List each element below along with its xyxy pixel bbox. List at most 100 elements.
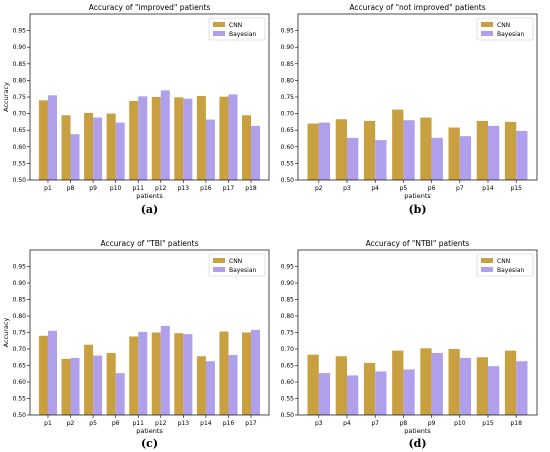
x-axis-label: patients [404, 192, 431, 200]
x-tick-label: p7 [371, 420, 379, 427]
bar-cnn-p14 [476, 120, 489, 180]
bar-bayesian-p10 [459, 357, 472, 415]
x-tick-label: p12 [155, 185, 167, 192]
bar-cnn-p9 [420, 348, 432, 415]
y-tick-label: 0.50 [281, 177, 295, 184]
bar-bayesian-p15 [516, 130, 528, 180]
y-tick-label: 0.95 [13, 264, 27, 271]
bar-cnn-p12 [151, 97, 161, 180]
x-tick-label: p14 [200, 420, 212, 427]
bar-cnn-p4 [335, 356, 347, 415]
bar-cnn-p13 [174, 97, 184, 180]
bar-cnn-p2 [307, 123, 319, 180]
bar-bayesian-p7 [375, 371, 387, 415]
y-tick-label: 0.65 [281, 127, 295, 134]
chart-panel-1: Accuracy of "improved" patients 0.50 0.55 0… [2, 3, 270, 216]
y-axis-label: Accuracy [2, 318, 10, 348]
legend-swatch-cnn [481, 22, 493, 27]
y-tick-label: 0.50 [13, 177, 27, 184]
x-tick-label: p3 [343, 185, 351, 192]
bar-cnn-p18 [504, 350, 517, 415]
x-tick-label: p11 [132, 420, 144, 427]
bar-bayesian-p6 [115, 373, 125, 415]
y-tick-label: 0.55 [281, 396, 295, 403]
bar-bayesian-p9 [93, 117, 103, 180]
chart-panel-2: Accuracy of "not improved" patients 0.50 0… [281, 3, 538, 216]
x-tick-label: p4 [371, 185, 379, 192]
x-tick-label: p10 [110, 185, 122, 192]
x-tick-label: p6 [428, 185, 436, 192]
x-tick-label: p2 [315, 185, 323, 192]
bar-cnn-p15 [504, 121, 517, 180]
bar-bayesian-p13 [183, 98, 193, 180]
y-tick-label: 0.55 [13, 396, 27, 403]
legend: CNN Bayesian [476, 17, 534, 41]
y-tick-label: 0.60 [281, 144, 295, 151]
bar-bayesian-p4 [346, 375, 359, 415]
bar-cnn-p14 [196, 356, 206, 415]
bar-bayesian-p3 [318, 373, 331, 415]
x-tick-label: p8 [400, 420, 408, 427]
bar-cnn-p16 [196, 96, 206, 180]
panel-caption: (a) [141, 203, 159, 216]
x-tick-label: p4 [343, 420, 351, 427]
bar-bayesian-p15 [488, 366, 500, 415]
bar-bayesian-p17 [251, 329, 261, 415]
y-tick-label: 0.80 [13, 77, 27, 84]
bar-bayesian-p11 [138, 331, 148, 415]
legend-swatch-cnn [213, 258, 225, 263]
chart-title: Accuracy of "improved" patients [89, 3, 211, 12]
bar-bayesian-p18 [251, 125, 261, 180]
bar-bayesian-p16 [205, 119, 215, 180]
bar-cnn-p12 [151, 332, 161, 415]
bar-cnn-p4 [363, 120, 376, 180]
bar-cnn-p3 [335, 119, 347, 180]
legend-label-cnn: CNN [497, 258, 510, 265]
bar-bayesian-p4 [375, 140, 387, 180]
x-tick-label: p18 [245, 185, 257, 192]
bar-cnn-p5 [392, 109, 404, 180]
y-tick-label: 0.65 [281, 363, 295, 370]
x-tick-label: p2 [67, 420, 75, 427]
legend-swatch-bayesian [481, 31, 493, 36]
bar-cnn-p18 [242, 115, 252, 180]
x-tick-label: p9 [428, 420, 436, 427]
y-tick-label: 0.60 [13, 144, 27, 151]
x-tick-label: p8 [67, 185, 75, 192]
bar-cnn-p6 [106, 352, 116, 415]
bar-cnn-p16 [219, 331, 229, 415]
x-tick-label: p15 [482, 420, 494, 427]
x-tick-label: p17 [223, 185, 235, 192]
bar-cnn-p6 [420, 117, 432, 180]
y-tick-label: 0.90 [281, 280, 295, 287]
legend-swatch-bayesian [481, 267, 493, 272]
x-tick-label: p1 [44, 185, 52, 192]
bar-cnn-p1 [38, 100, 48, 180]
legend-swatch-cnn [481, 258, 493, 263]
x-tick-label: p1 [44, 420, 52, 427]
legend-label-bayesian: Bayesian [497, 31, 525, 38]
y-tick-label: 0.80 [281, 313, 295, 320]
y-tick-label: 0.65 [13, 363, 27, 370]
y-tick-label: 0.80 [281, 77, 295, 84]
bar-bayesian-p16 [228, 354, 238, 415]
y-tick-label: 0.95 [281, 28, 295, 35]
bar-bayesian-p6 [431, 137, 443, 180]
x-tick-label: p16 [200, 185, 212, 192]
bar-bayesian-p2 [70, 357, 80, 415]
bar-cnn-p7 [448, 127, 460, 180]
x-tick-label: p5 [400, 185, 408, 192]
legend: CNN Bayesian [208, 17, 266, 41]
bar-bayesian-p5 [93, 355, 103, 415]
x-tick-label: p16 [223, 420, 235, 427]
bar-cnn-p7 [363, 362, 376, 415]
bar-cnn-p2 [61, 358, 71, 415]
x-axis-label: patients [136, 192, 163, 200]
y-tick-label: 0.90 [13, 280, 27, 287]
legend-swatch-bayesian [213, 31, 225, 36]
y-tick-label: 0.80 [13, 313, 27, 320]
x-tick-label: p10 [454, 420, 466, 427]
bar-bayesian-p1 [47, 95, 57, 180]
y-tick-label: 0.90 [281, 44, 295, 51]
legend-label-cnn: CNN [229, 22, 242, 29]
